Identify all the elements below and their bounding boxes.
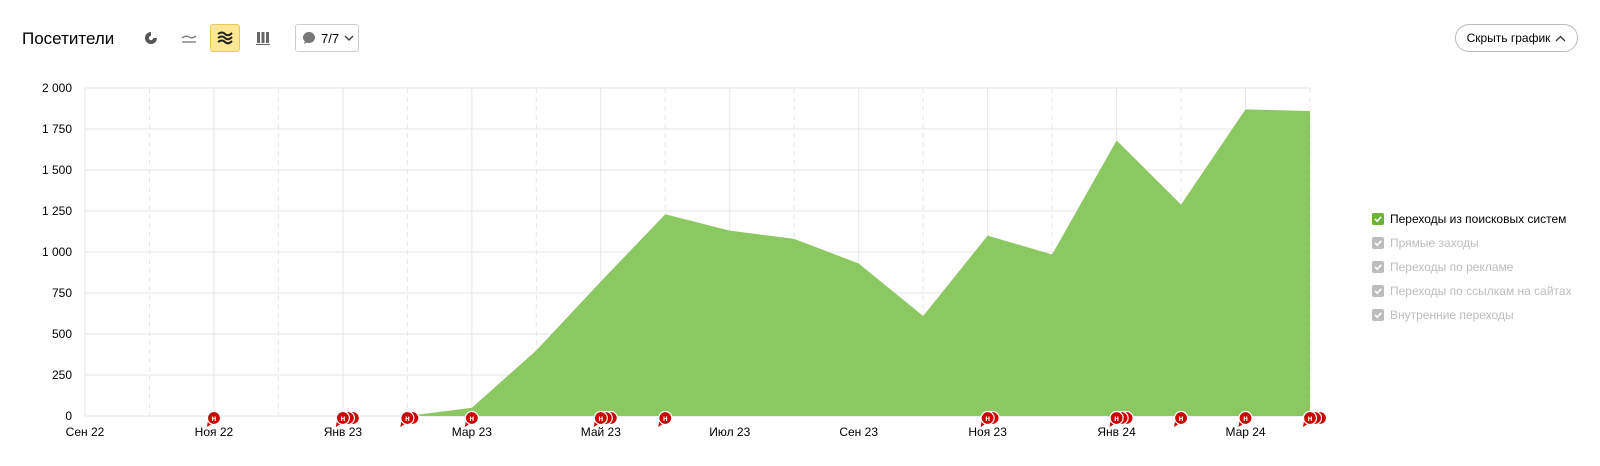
y-tick-label: 500 bbox=[52, 327, 72, 341]
annotation-letter: н bbox=[340, 414, 345, 423]
legend-label: Прямые заходы bbox=[1390, 236, 1479, 250]
bar-chart-icon bbox=[256, 32, 270, 45]
annotation-marker[interactable]: н bbox=[206, 410, 222, 428]
checkbox-icon[interactable] bbox=[1372, 261, 1384, 273]
annotation-marker[interactable]: н bbox=[658, 410, 673, 428]
annotation-letter: н bbox=[1243, 414, 1248, 423]
y-tick-label: 0 bbox=[65, 409, 72, 423]
legend-item[interactable]: Прямые заходы bbox=[1372, 231, 1572, 255]
x-tick-label: Мар 23 bbox=[452, 425, 492, 439]
annotation-marker[interactable]: н bbox=[335, 410, 360, 428]
annotations-dropdown[interactable]: 7/7 bbox=[295, 24, 359, 52]
pie-chart-icon bbox=[145, 32, 157, 44]
checkbox-icon[interactable] bbox=[1372, 309, 1384, 321]
chart-legend: Переходы из поисковых систем Прямые заход… bbox=[1372, 207, 1572, 327]
x-tick-label: Сен 22 bbox=[66, 425, 105, 439]
annotation-marker[interactable]: н bbox=[400, 410, 420, 428]
line-chart-icon bbox=[181, 35, 197, 43]
annotation-bubble bbox=[335, 410, 350, 426]
y-tick-label: 2 000 bbox=[42, 81, 72, 95]
annotation-bubble bbox=[400, 410, 415, 426]
y-axis: 0 250 500 750 1 000 1 250 1 500 1 750 2 000 bbox=[42, 81, 72, 423]
legend-item[interactable]: Переходы по рекламе bbox=[1372, 255, 1572, 279]
annotation-letter: н bbox=[212, 414, 217, 423]
annotation-bubble bbox=[464, 410, 479, 426]
legend-item[interactable]: Внутренние переходы bbox=[1372, 303, 1572, 327]
x-tick-label: Ноя 22 bbox=[195, 425, 234, 439]
annotation-bubble bbox=[1173, 410, 1189, 426]
chart-area-series bbox=[85, 109, 1310, 416]
annotation-marker[interactable]: н bbox=[1173, 410, 1189, 428]
annotation-letter: н bbox=[469, 414, 474, 423]
x-tick-label: Янв 24 bbox=[1097, 425, 1136, 439]
speech-bubble-icon bbox=[303, 32, 315, 44]
area-series-search bbox=[85, 109, 1310, 416]
annotation-letter: н bbox=[663, 414, 668, 423]
x-tick-label: Ноя 23 bbox=[968, 425, 1007, 439]
pie-chart-button[interactable] bbox=[136, 24, 166, 52]
annotation-marker[interactable]: н bbox=[1109, 410, 1134, 428]
annotation-marker[interactable]: н bbox=[464, 410, 479, 428]
chevron-down-icon bbox=[344, 35, 354, 41]
checkbox-icon[interactable] bbox=[1372, 285, 1384, 297]
legend-item[interactable]: Переходы по ссылкам на сайтах bbox=[1372, 279, 1572, 303]
annotation-letter: н bbox=[1114, 414, 1119, 423]
area-chart: 0 250 500 750 1 000 1 250 1 500 1 750 2 000 Сен … bbox=[42, 81, 1328, 439]
area-chart-icon bbox=[217, 31, 233, 45]
annotation-bubble bbox=[658, 410, 673, 426]
x-tick-label: Май 23 bbox=[581, 425, 622, 439]
x-tick-label: Мар 24 bbox=[1225, 425, 1265, 439]
checkbox-icon[interactable] bbox=[1372, 213, 1384, 225]
y-tick-label: 1 500 bbox=[42, 163, 72, 177]
annotation-marker[interactable]: н bbox=[593, 410, 618, 428]
annotation-letter: н bbox=[1179, 414, 1184, 423]
x-tick-label: Сен 23 bbox=[839, 425, 878, 439]
checkbox-icon[interactable] bbox=[1372, 237, 1384, 249]
line-chart-button[interactable] bbox=[174, 24, 204, 52]
annotation-marker[interactable]: н bbox=[1238, 410, 1253, 428]
annotation-letter: н bbox=[598, 414, 603, 423]
x-tick-label: Янв 23 bbox=[324, 425, 363, 439]
chevron-up-icon bbox=[1555, 35, 1566, 41]
annotation-marker[interactable]: н bbox=[980, 410, 1000, 428]
chart-header: Посетители 7/7 bbox=[0, 0, 1600, 70]
annotation-bubble bbox=[980, 410, 995, 426]
legend-label: Переходы по рекламе bbox=[1390, 260, 1514, 274]
legend-item[interactable]: Переходы из поисковых систем bbox=[1372, 207, 1572, 231]
x-tick-label: Июл 23 bbox=[709, 425, 750, 439]
hide-chart-button[interactable]: Скрыть график bbox=[1455, 24, 1578, 52]
annotation-bubble bbox=[1109, 410, 1124, 426]
x-axis: Сен 22 Ноя 22 Янв 23 Мар 23 Май 23 Июл 23 Сен … bbox=[66, 425, 1266, 439]
annotation-bubble bbox=[1238, 410, 1253, 426]
y-tick-label: 250 bbox=[52, 368, 72, 382]
bar-chart-button[interactable] bbox=[248, 24, 278, 52]
annotation-letter: н bbox=[985, 414, 990, 423]
y-tick-label: 750 bbox=[52, 286, 72, 300]
annotation-letter: н bbox=[405, 414, 410, 423]
page-title: Посетители bbox=[22, 29, 115, 48]
hide-chart-label: Скрыть график bbox=[1466, 31, 1551, 45]
y-tick-label: 1 250 bbox=[42, 204, 72, 218]
annotation-bubble bbox=[206, 410, 222, 426]
area-chart-button[interactable] bbox=[210, 24, 240, 52]
legend-label: Внутренние переходы bbox=[1390, 308, 1514, 322]
annotations-count: 7/7 bbox=[321, 30, 340, 46]
annotation-letter: н bbox=[1308, 414, 1313, 423]
legend-label: Переходы из поисковых систем bbox=[1390, 212, 1567, 226]
legend-label: Переходы по ссылкам на сайтах bbox=[1390, 284, 1572, 298]
annotation-bubble bbox=[1302, 410, 1318, 426]
y-tick-label: 1 000 bbox=[42, 245, 72, 259]
y-tick-label: 1 750 bbox=[42, 122, 72, 136]
annotation-marker[interactable]: н bbox=[1302, 410, 1328, 428]
annotation-bubble bbox=[593, 410, 608, 426]
